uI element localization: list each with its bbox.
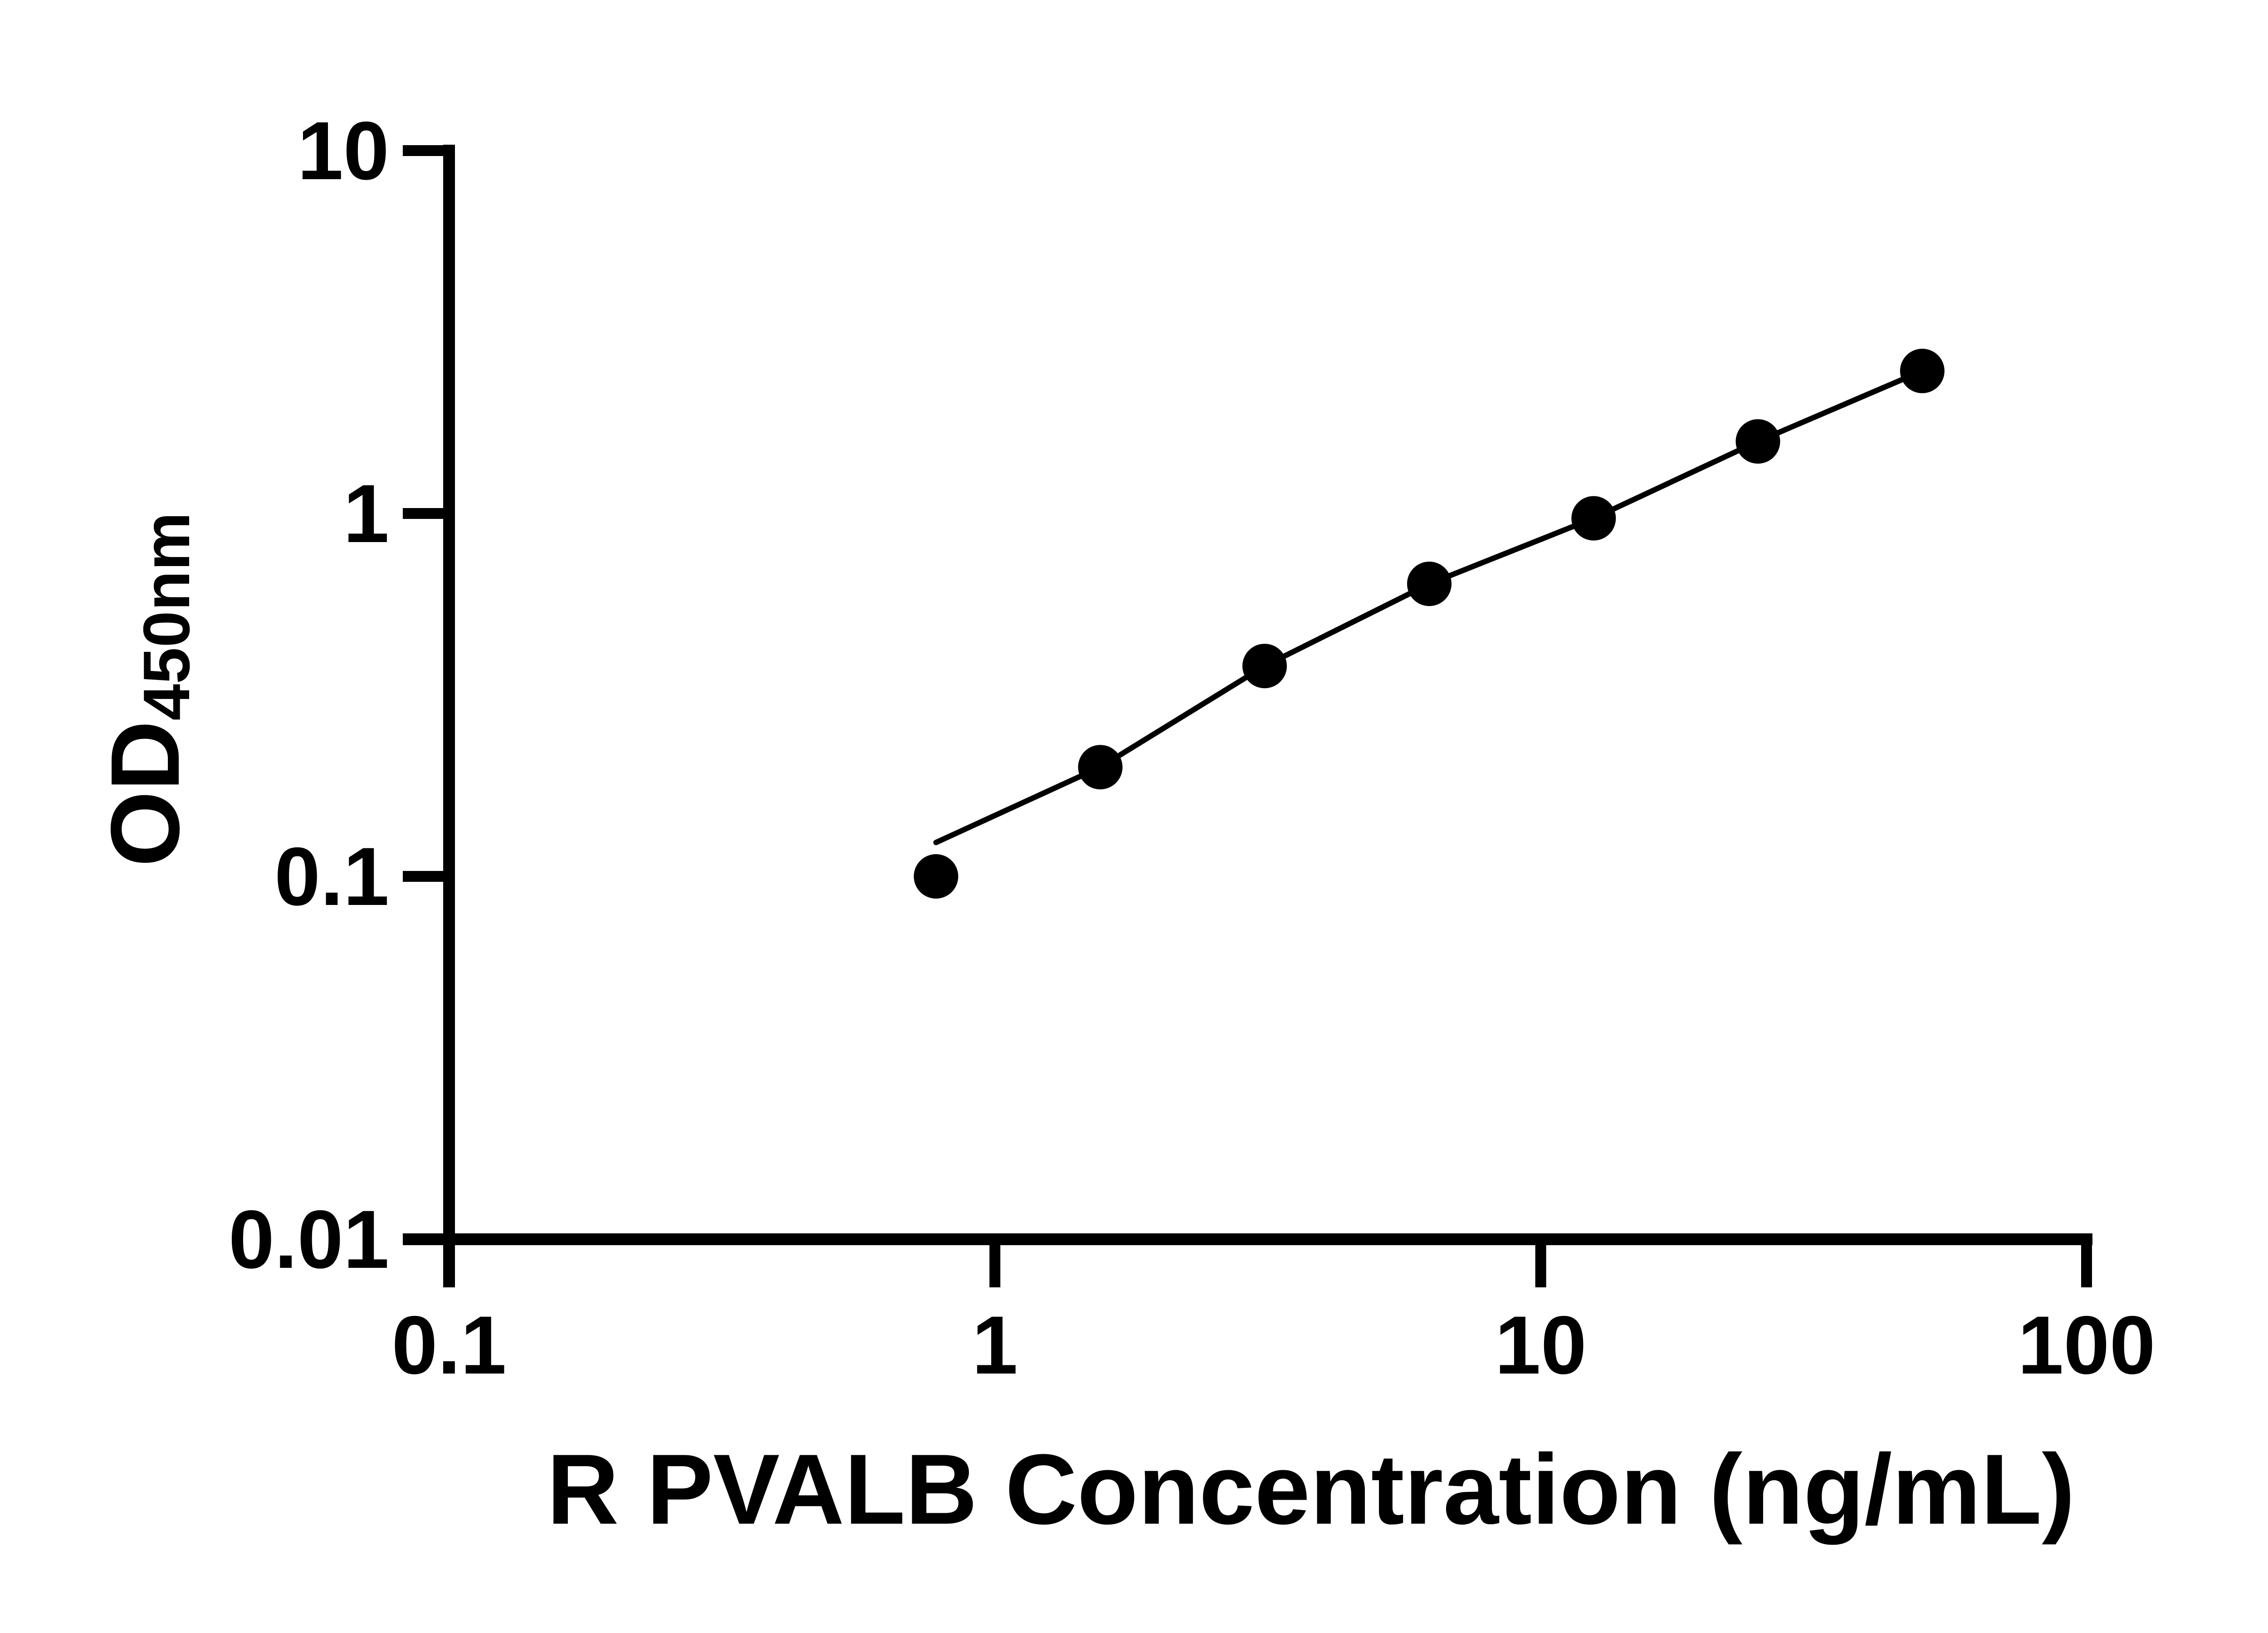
data-point: [914, 854, 958, 899]
axes: [403, 145, 2092, 1287]
y-axis-title-subscript: 450nm: [130, 512, 204, 721]
y-tick-label: 1: [343, 467, 389, 560]
y-tick-label: 0.01: [228, 1193, 389, 1286]
y-axis-title: OD450nm: [89, 512, 204, 867]
data-point: [1900, 348, 1945, 393]
y-tick-label: 10: [297, 104, 389, 197]
y-axis-title-main: OD: [90, 720, 200, 867]
x-tick-label: 0.1: [391, 1299, 507, 1391]
data-point: [1735, 419, 1780, 464]
x-tick-label: 1: [972, 1299, 1018, 1391]
x-tick-label: 100: [2018, 1299, 2156, 1391]
x-axis-title: R PVALB Concentration (ng/mL): [547, 1433, 2075, 1545]
x-tick-label: 10: [1495, 1299, 1587, 1391]
data-point: [1407, 562, 1452, 606]
data-point: [1078, 745, 1123, 790]
y-tick-label: 0.1: [274, 830, 389, 923]
data-points-layer: [914, 348, 1945, 899]
data-point: [1242, 644, 1287, 689]
data-point: [1571, 496, 1616, 541]
